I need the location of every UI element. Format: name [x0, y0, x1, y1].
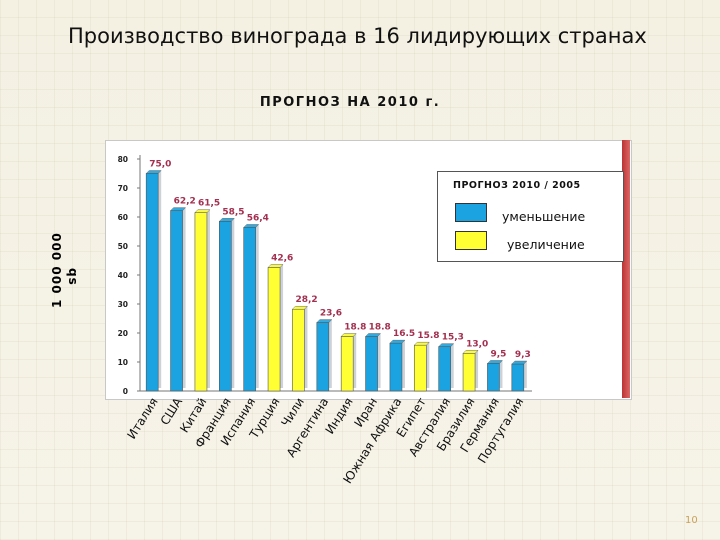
bar-top: [389, 339, 406, 344]
bar-value-label: 9,3: [515, 350, 531, 360]
bar: [340, 336, 354, 392]
bar-value-label: 15.8: [417, 331, 439, 341]
y-tick-label: 10: [118, 358, 128, 367]
decorative-red-strip: [622, 140, 630, 398]
bar-top: [511, 360, 528, 365]
y-tick-label: 30: [118, 300, 128, 309]
y-tick-label: 50: [118, 242, 128, 251]
y-tick-label: 0: [123, 387, 128, 396]
legend-swatch-decrease: [455, 203, 487, 222]
bar-top: [364, 333, 382, 337]
bar-value-label: 23,6: [320, 309, 342, 319]
bar-value-label: 13,0: [466, 339, 488, 349]
legend-title: ПРОГНОЗ 2010 / 2005: [453, 180, 581, 191]
bar-top: [218, 218, 235, 222]
bar-top: [169, 207, 187, 211]
bar: [438, 346, 451, 392]
legend-label-decrease: уменьшение: [502, 209, 586, 224]
bar: [267, 267, 281, 392]
page-number: 10: [685, 515, 698, 526]
legend-label-increase: увеличение: [507, 237, 585, 252]
bar: [243, 227, 256, 392]
y-tick-label: 80: [118, 155, 128, 164]
bar-top: [486, 360, 504, 364]
legend-swatch-increase: [455, 231, 487, 250]
bar: [219, 221, 232, 392]
bar: [511, 363, 525, 392]
y-tick-label: 20: [118, 329, 128, 338]
bar: [194, 212, 208, 392]
bar-value-label: 15,3: [442, 333, 464, 343]
bar-value-label: 58,5: [222, 207, 244, 217]
bar-top: [267, 264, 284, 268]
bar: [414, 344, 427, 392]
x-category-label: Италия: [124, 395, 160, 441]
bar: [462, 352, 476, 392]
bar-value-label: 42,6: [271, 253, 293, 263]
bar-top: [316, 319, 333, 323]
legend: ПРОГНОЗ 2010 / 2005 уменьшение увеличени…: [437, 171, 624, 262]
bar-top: [340, 333, 357, 337]
bar: [292, 308, 305, 392]
bar-top: [194, 209, 211, 213]
bar-value-label: 16.5: [393, 329, 415, 339]
bar-top: [413, 341, 430, 346]
bar-top: [438, 343, 455, 347]
bar: [145, 173, 159, 392]
y-tick-label: 40: [118, 271, 128, 280]
y-tick-label: 60: [118, 213, 128, 222]
bar: [487, 363, 500, 392]
bar: [170, 210, 183, 392]
bar-value-label: 18.8: [369, 322, 391, 332]
bar-value-label: 62,2: [174, 197, 196, 207]
bar-top: [462, 350, 479, 354]
chart-title: ПРОГНОЗ НА 2010 г.: [259, 95, 441, 110]
bar-value-label: 9,5: [490, 349, 506, 359]
bar-value-label: 56,4: [247, 213, 269, 223]
bar-top: [243, 224, 260, 228]
y-tick-label: 70: [118, 184, 128, 193]
bar-value-label: 18.8: [344, 322, 366, 332]
bar-top: [291, 305, 309, 310]
bar-value-label: 61,5: [198, 199, 220, 209]
bar: [365, 336, 378, 392]
bar: [389, 342, 403, 392]
bar-value-label: 28,2: [295, 295, 317, 305]
bar-value-label: 75,0: [149, 160, 171, 170]
bar: [316, 322, 330, 392]
bar-top: [145, 170, 162, 174]
slide-title: Производство винограда в 16 лидирующих с…: [68, 24, 647, 48]
